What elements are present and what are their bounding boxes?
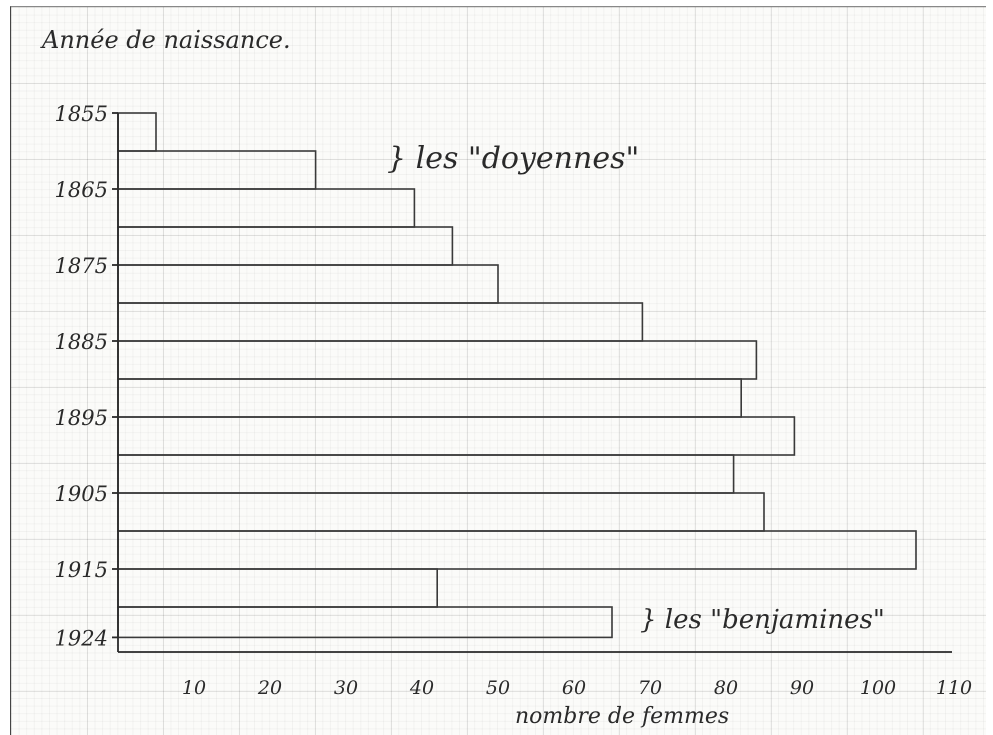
bar-1885-1890 <box>117 340 758 380</box>
x-tick-90: 90 <box>790 677 814 699</box>
x-tick-70: 70 <box>638 677 662 699</box>
y-tick-1905: 1905 <box>55 482 108 506</box>
x-tick-40: 40 <box>409 677 434 699</box>
x-tick-100: 100 <box>860 677 896 699</box>
annotation-doyennes-text: } les "doyennes" <box>387 141 639 176</box>
annotation-doyennes: } les "doyennes" <box>387 141 639 176</box>
y-tick-1875: 1875 <box>55 254 108 278</box>
x-tick-10: 10 <box>182 677 206 699</box>
bar-1920-1924 <box>117 606 613 639</box>
x-tick-20: 20 <box>257 677 282 699</box>
bar-1880-1885 <box>117 302 644 342</box>
bar-1895-1900 <box>117 416 796 456</box>
x-tick-60: 60 <box>562 677 586 699</box>
bar-1910-1915 <box>117 530 917 570</box>
chart-title: Année de naissance. <box>40 26 291 54</box>
bar-1860-1865 <box>117 150 317 190</box>
y-tick-labels: 1855 1865 1875 1885 1895 1905 1915 1924 <box>55 102 118 650</box>
bar-1915-1920 <box>117 568 439 608</box>
bar-1890-1895 <box>117 378 743 418</box>
bar-1875-1880 <box>117 264 499 304</box>
annotation-benjamines: } les "benjamines" <box>640 605 885 635</box>
graph-paper <box>10 6 986 735</box>
x-tick-30: 30 <box>334 677 358 699</box>
bar-1870-1875 <box>117 226 454 266</box>
y-tick-1924: 1924 <box>55 626 108 650</box>
x-tick-110: 110 <box>936 677 972 699</box>
bar-1905-1910 <box>117 492 765 532</box>
y-tick-1915: 1915 <box>55 558 108 582</box>
annotation-benjamines-text: } les "benjamines" <box>640 605 885 635</box>
y-tick-1865: 1865 <box>55 178 108 202</box>
y-tick-1855: 1855 <box>55 102 108 126</box>
y-tick-1885: 1885 <box>55 330 108 354</box>
y-tick-1895: 1895 <box>55 406 108 430</box>
bars-group <box>117 112 917 639</box>
bar-1855-1860 <box>117 112 157 152</box>
bar-1865-1870 <box>117 188 416 228</box>
x-tick-labels: 10 20 30 40 50 60 70 80 90 100 110 <box>182 677 972 699</box>
x-tick-50: 50 <box>486 677 510 699</box>
bar-1900-1905 <box>117 454 735 494</box>
x-tick-80: 80 <box>714 677 738 699</box>
x-axis-label: nombre de femmes <box>515 704 729 729</box>
